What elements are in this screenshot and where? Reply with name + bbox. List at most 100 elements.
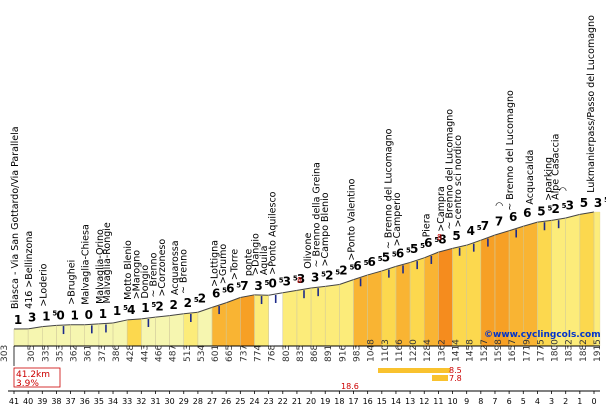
altitude-label: 1166 <box>395 339 405 362</box>
altitude-label: 1527 <box>480 339 490 362</box>
gradient-decimal: 5 <box>279 277 284 285</box>
road-line <box>424 251 439 259</box>
gradient-decimal: 5 <box>420 242 425 250</box>
road-line <box>155 315 170 318</box>
place-label: >Campo Blenio <box>320 192 331 266</box>
profile-segment <box>551 217 566 347</box>
km-tick-label: 31 <box>150 397 160 406</box>
profile-segment <box>112 319 128 347</box>
profile-segment <box>424 251 439 347</box>
gradient-label: 5 <box>580 196 588 210</box>
road-line <box>480 234 496 241</box>
place-label: ~ Brenno del Lucomagno <box>444 109 455 230</box>
profile-segment <box>395 262 411 347</box>
km-tick-label: 30 <box>165 397 175 406</box>
place-label: Malvaglia-Orino <box>95 229 106 304</box>
km-tick-label: 39 <box>37 397 47 406</box>
place-label: >Brughei <box>67 260 78 305</box>
gradient-label: 5 <box>537 204 545 218</box>
profile-segment <box>226 297 241 347</box>
road-line <box>395 261 411 267</box>
km-tick-label: 16 <box>363 397 373 406</box>
gradient-label: 2 <box>325 269 333 283</box>
km-tick-label: 25 <box>235 397 245 406</box>
road-line <box>466 239 481 246</box>
road-line <box>28 326 43 330</box>
km-tick-label: 40 <box>23 397 33 406</box>
gradient-decimal: 5 <box>123 304 128 312</box>
altitude-label: 768 <box>268 345 278 362</box>
km-tick-label: 35 <box>94 397 104 406</box>
altitude-label: 835 <box>296 345 306 362</box>
gradient-label: 4 <box>127 303 135 317</box>
gradient-label: 3 <box>594 196 602 210</box>
km-tick-label: 23 <box>264 397 274 406</box>
place-label: >Corzoneso <box>157 239 168 297</box>
place-label: ~ Brenno <box>149 252 160 297</box>
place-label: ponte <box>243 249 254 277</box>
profile-segment <box>339 279 354 347</box>
place-label: Lukmanierpass/Passo del Lucomagno <box>586 15 597 193</box>
gradient-decimal: 5 <box>406 246 411 254</box>
place-label: Acquarossa <box>170 240 181 295</box>
altitude-label: 1414 <box>452 339 462 362</box>
gradient-decimal: 5 <box>562 202 567 210</box>
km-tick-label: 15 <box>377 397 387 406</box>
km-tick-label: 41 <box>9 397 19 406</box>
place-label: Motto Blenio <box>123 240 134 300</box>
place-label: ~ Brenno del Lucomagno <box>505 90 516 211</box>
profile-segment <box>282 290 298 347</box>
km-tick-label: 11 <box>433 397 443 406</box>
km-tick-label: 18 <box>334 397 344 406</box>
gradient-decimal: 5 <box>392 250 397 258</box>
road-line <box>56 324 71 326</box>
km-tick-label: 34 <box>108 397 118 406</box>
road-line <box>197 306 213 313</box>
altitude-label: 513 <box>183 345 193 362</box>
gradient-decimal: 5 <box>52 309 57 317</box>
profile-segment <box>381 266 397 347</box>
gradient-label: 3 <box>566 198 574 212</box>
km-tick-label: 8 <box>478 397 483 406</box>
km-tick-label: 22 <box>278 397 288 406</box>
altitude-label: 373 <box>98 345 108 362</box>
altitude-label: 1657 <box>508 339 518 362</box>
profile-segment <box>70 324 85 347</box>
road-line <box>311 285 326 289</box>
road-line <box>268 292 283 296</box>
gradient-label: 8 <box>438 232 446 246</box>
gradient-label: 4 <box>467 224 475 238</box>
gradient-label: 2 <box>198 291 206 305</box>
gradient-label: 1 <box>99 307 107 321</box>
profile-segment <box>593 211 601 347</box>
gradient-label: 5 <box>452 229 460 243</box>
km-tick-label: 17 <box>348 397 358 406</box>
credit-text: ©www.cyclingcols.com <box>484 330 601 340</box>
profile-segment <box>508 226 524 347</box>
profile-segment <box>452 244 467 347</box>
gradient-label: 6 <box>226 282 234 296</box>
altitude-label: 983 <box>353 345 363 362</box>
gradient-label: 1 <box>113 304 121 318</box>
spot-max-b: 8 <box>437 233 442 242</box>
gradient-decimal: 5 <box>151 301 156 309</box>
gradient-label: 6 <box>523 206 531 220</box>
profile-segment <box>155 315 170 347</box>
place-label: 416 >Bellinzona <box>24 231 35 309</box>
gradient-label: 6 <box>509 210 517 224</box>
km-tick-label: 36 <box>80 397 90 406</box>
km-tick-label: 13 <box>405 397 415 406</box>
road-line <box>98 322 114 325</box>
place-label: >Dangio <box>250 233 261 275</box>
gradient-label: 0 <box>85 308 93 322</box>
place-label: Aquila <box>259 246 270 275</box>
altitude-label: 361 <box>84 345 94 362</box>
road-line <box>141 316 156 320</box>
km-tick-label: 27 <box>207 397 217 406</box>
road-line <box>127 318 142 321</box>
km-tick-label: 33 <box>122 397 132 406</box>
altitude-label: 1048 <box>367 339 377 362</box>
road-line <box>112 319 128 324</box>
